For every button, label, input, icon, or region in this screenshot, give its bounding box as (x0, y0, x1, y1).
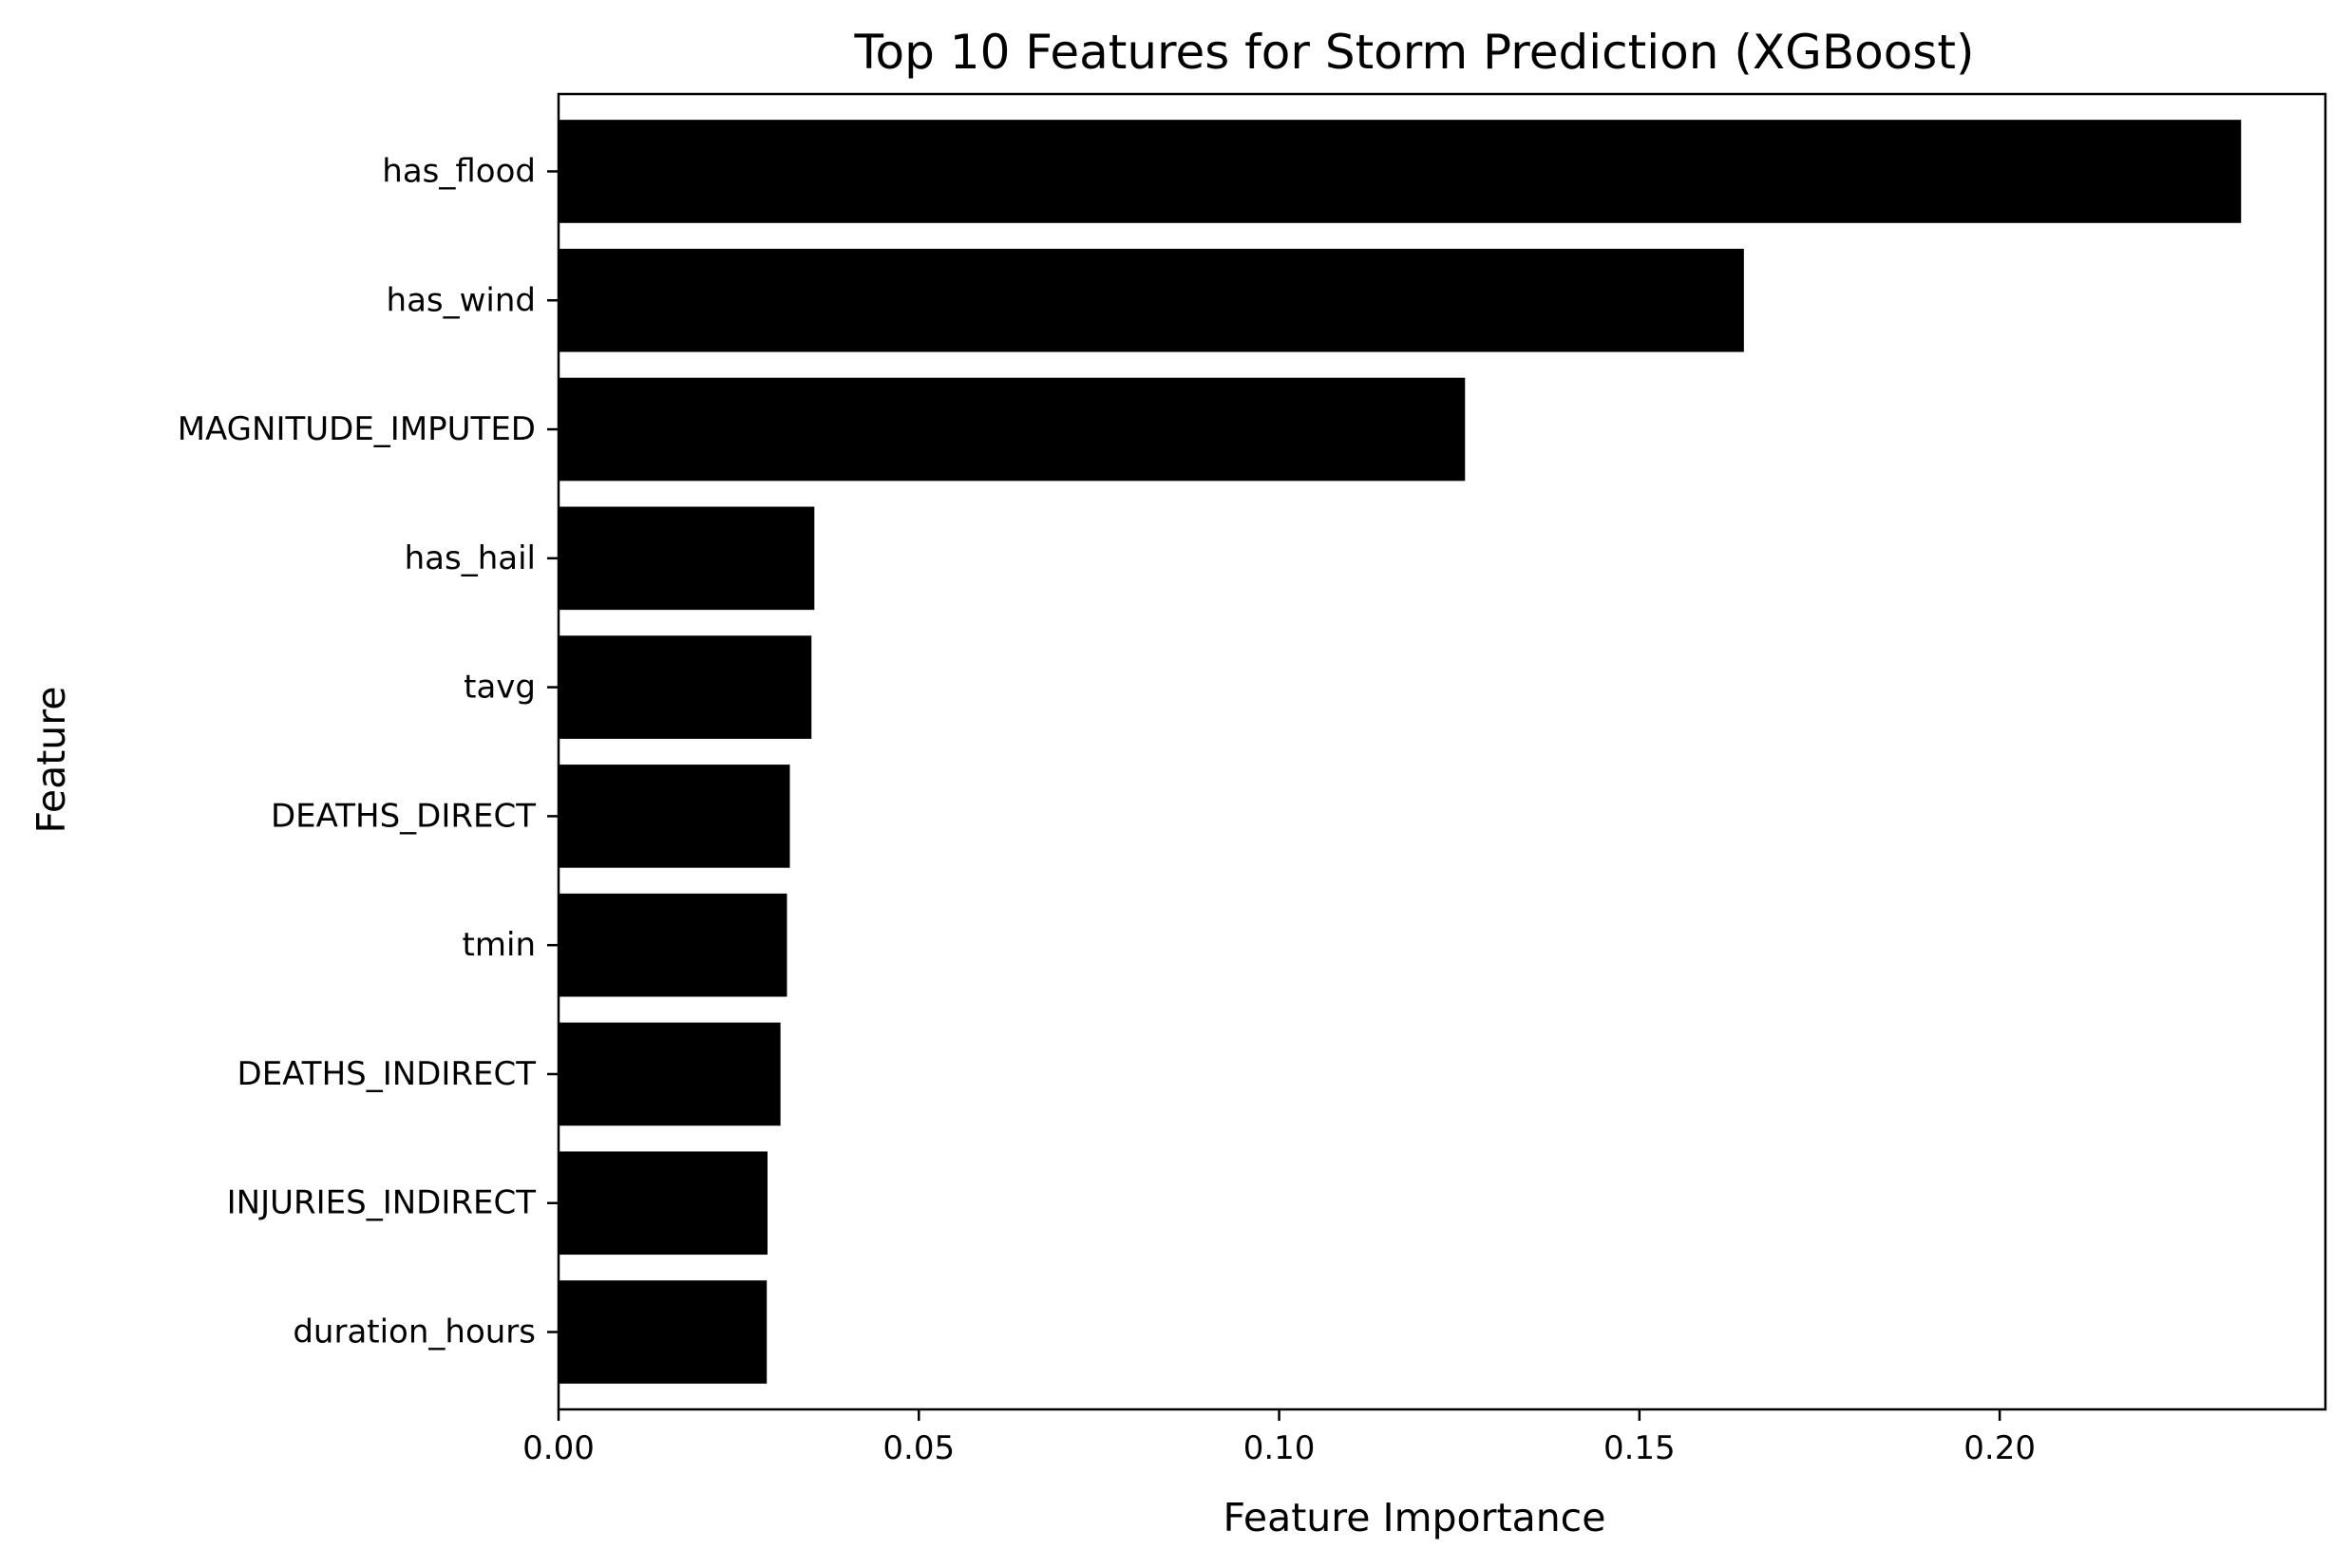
bar-has-flood (559, 120, 2242, 223)
y-tick-label: INJURIES_INDIRECT (227, 1184, 537, 1222)
y-tick-label: tmin (463, 926, 536, 964)
bar-injuries-indirect (559, 1151, 768, 1256)
bar-magnitude-imputed (559, 377, 1466, 482)
bar-tavg (559, 635, 812, 739)
bar-duration-hours (559, 1280, 768, 1384)
x-tick-label: 0.15 (1603, 1429, 1676, 1467)
bar-tmin (559, 893, 787, 997)
x-axis-ticks: 0.00 0.05 0.10 0.15 0.20 (522, 1409, 2036, 1467)
chart-title: Top 10 Features for Storm Prediction (XG… (854, 25, 1975, 80)
y-tick-label: has_hail (405, 539, 536, 577)
y-tick-label: duration_hours (293, 1313, 536, 1351)
y-tick-label: MAGNITUDE_IMPUTED (178, 410, 536, 448)
x-tick-label: 0.10 (1243, 1429, 1316, 1467)
x-tick-label: 0.05 (882, 1429, 955, 1467)
bars-group (559, 120, 2242, 1384)
x-tick-label: 0.20 (1963, 1429, 2036, 1467)
y-axis-title: Feature (28, 687, 74, 834)
bar-has-wind (559, 248, 1744, 352)
bar-deaths-direct (559, 765, 790, 868)
y-tick-label: DEATHS_INDIRECT (237, 1055, 537, 1093)
y-tick-label: has_flood (382, 152, 536, 190)
x-tick-label: 0.00 (522, 1429, 595, 1467)
x-axis-title: Feature Importance (1223, 1495, 1606, 1540)
bar-deaths-indirect (559, 1022, 781, 1126)
y-tick-label: tavg (464, 669, 536, 707)
y-tick-label: has_wind (387, 281, 536, 319)
y-tick-label: DEATHS_DIRECT (271, 797, 536, 835)
bar-has-hail (559, 506, 815, 611)
y-axis-ticks: has_flood has_wind MAGNITUDE_IMPUTED has_ha… (178, 152, 559, 1351)
plot-frame (557, 92, 2327, 1411)
